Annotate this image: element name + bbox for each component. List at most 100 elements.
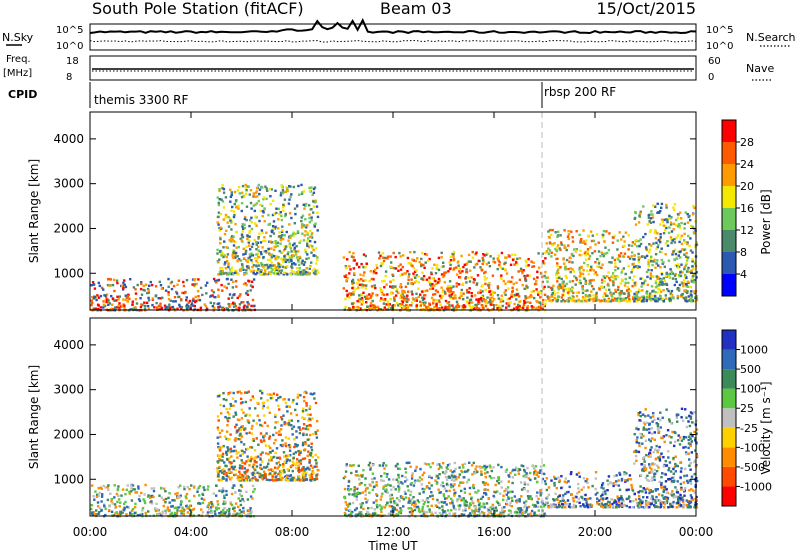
echo-point bbox=[221, 306, 225, 309]
echo-point bbox=[288, 198, 291, 201]
echo-point bbox=[380, 510, 383, 514]
echo-point bbox=[296, 396, 299, 399]
echo-point bbox=[686, 213, 689, 216]
echo-point bbox=[564, 288, 568, 291]
echo-point bbox=[502, 279, 505, 283]
echo-point bbox=[358, 294, 361, 297]
echo-point bbox=[424, 252, 427, 256]
echo-point bbox=[180, 512, 183, 515]
echo-point bbox=[649, 221, 653, 224]
echo-point bbox=[497, 297, 500, 300]
echo-point bbox=[267, 444, 271, 448]
echo-point bbox=[249, 507, 252, 510]
echo-point bbox=[464, 277, 467, 280]
echo-point bbox=[666, 220, 669, 224]
echo-point bbox=[453, 470, 456, 473]
echo-point bbox=[444, 306, 447, 309]
echo-point bbox=[556, 234, 560, 237]
echo-point bbox=[362, 301, 365, 305]
echo-point bbox=[365, 513, 368, 516]
echo-point bbox=[290, 273, 293, 276]
echo-point bbox=[269, 393, 272, 396]
echo-point bbox=[353, 486, 356, 489]
echo-point bbox=[252, 264, 256, 267]
echo-point bbox=[567, 230, 570, 233]
echo-point bbox=[410, 508, 414, 511]
echo-point bbox=[531, 503, 535, 507]
echo-point bbox=[281, 188, 285, 192]
echo-point bbox=[446, 306, 450, 309]
echo-point bbox=[242, 301, 245, 304]
echo-point bbox=[463, 504, 466, 507]
echo-point bbox=[430, 513, 433, 517]
echo-point bbox=[357, 278, 360, 281]
echo-point bbox=[159, 302, 162, 305]
echo-point bbox=[579, 272, 582, 276]
echo-point bbox=[608, 261, 611, 264]
echo-point bbox=[471, 485, 475, 489]
echo-point bbox=[694, 272, 697, 276]
echo-point bbox=[417, 281, 420, 284]
echo-point bbox=[218, 198, 221, 201]
echo-point bbox=[435, 266, 439, 270]
echo-point bbox=[91, 301, 94, 305]
echo-point bbox=[248, 269, 252, 272]
echo-point bbox=[545, 250, 548, 253]
echo-point bbox=[293, 445, 296, 449]
echo-point bbox=[291, 477, 295, 480]
echo-point bbox=[518, 257, 522, 260]
echo-point bbox=[279, 238, 283, 242]
echo-point bbox=[256, 471, 259, 474]
echo-point bbox=[478, 465, 481, 468]
echo-point bbox=[491, 507, 494, 511]
echo-point bbox=[238, 467, 242, 470]
echo-point bbox=[111, 303, 114, 306]
echo-point bbox=[668, 226, 671, 229]
echo-point bbox=[121, 304, 124, 307]
echo-point bbox=[352, 306, 355, 309]
echo-point bbox=[421, 473, 424, 477]
echo-point bbox=[350, 255, 354, 258]
echo-point bbox=[310, 472, 314, 476]
echo-point bbox=[691, 277, 694, 280]
echo-point bbox=[526, 305, 529, 308]
echo-point bbox=[246, 419, 249, 422]
echo-point bbox=[221, 452, 225, 456]
echo-point bbox=[530, 497, 533, 500]
echo-point bbox=[252, 271, 255, 275]
echo-point bbox=[368, 513, 371, 516]
echo-point bbox=[692, 281, 695, 284]
echo-point bbox=[518, 300, 521, 303]
echo-point bbox=[124, 294, 127, 297]
echo-point bbox=[521, 306, 525, 310]
echo-point bbox=[672, 228, 675, 231]
cpid-segment-rbsp: rbsp 200 RF bbox=[544, 85, 616, 99]
echo-point bbox=[300, 219, 303, 223]
echo-point bbox=[526, 489, 530, 493]
echo-point bbox=[690, 290, 693, 293]
echo-point bbox=[203, 303, 206, 306]
echo-point bbox=[312, 191, 316, 194]
echo-point bbox=[243, 304, 246, 307]
echo-point bbox=[551, 299, 554, 302]
echo-point bbox=[562, 258, 565, 261]
echo-point bbox=[133, 511, 137, 515]
echo-point bbox=[304, 218, 307, 221]
echo-point bbox=[614, 265, 617, 268]
echo-point bbox=[457, 264, 460, 267]
echo-point bbox=[234, 400, 237, 403]
echo-point bbox=[481, 495, 485, 499]
echo-point bbox=[225, 478, 228, 481]
echo-point bbox=[225, 255, 228, 259]
echo-point bbox=[310, 475, 313, 478]
echo-point bbox=[437, 256, 441, 260]
echo-point bbox=[515, 281, 518, 284]
echo-point bbox=[615, 297, 618, 301]
echo-point bbox=[434, 272, 438, 275]
echo-point bbox=[449, 476, 453, 479]
echo-point bbox=[448, 462, 451, 466]
echo-point bbox=[393, 299, 396, 302]
echo-point bbox=[270, 241, 273, 244]
echo-point bbox=[241, 510, 244, 514]
echo-point bbox=[426, 497, 429, 500]
